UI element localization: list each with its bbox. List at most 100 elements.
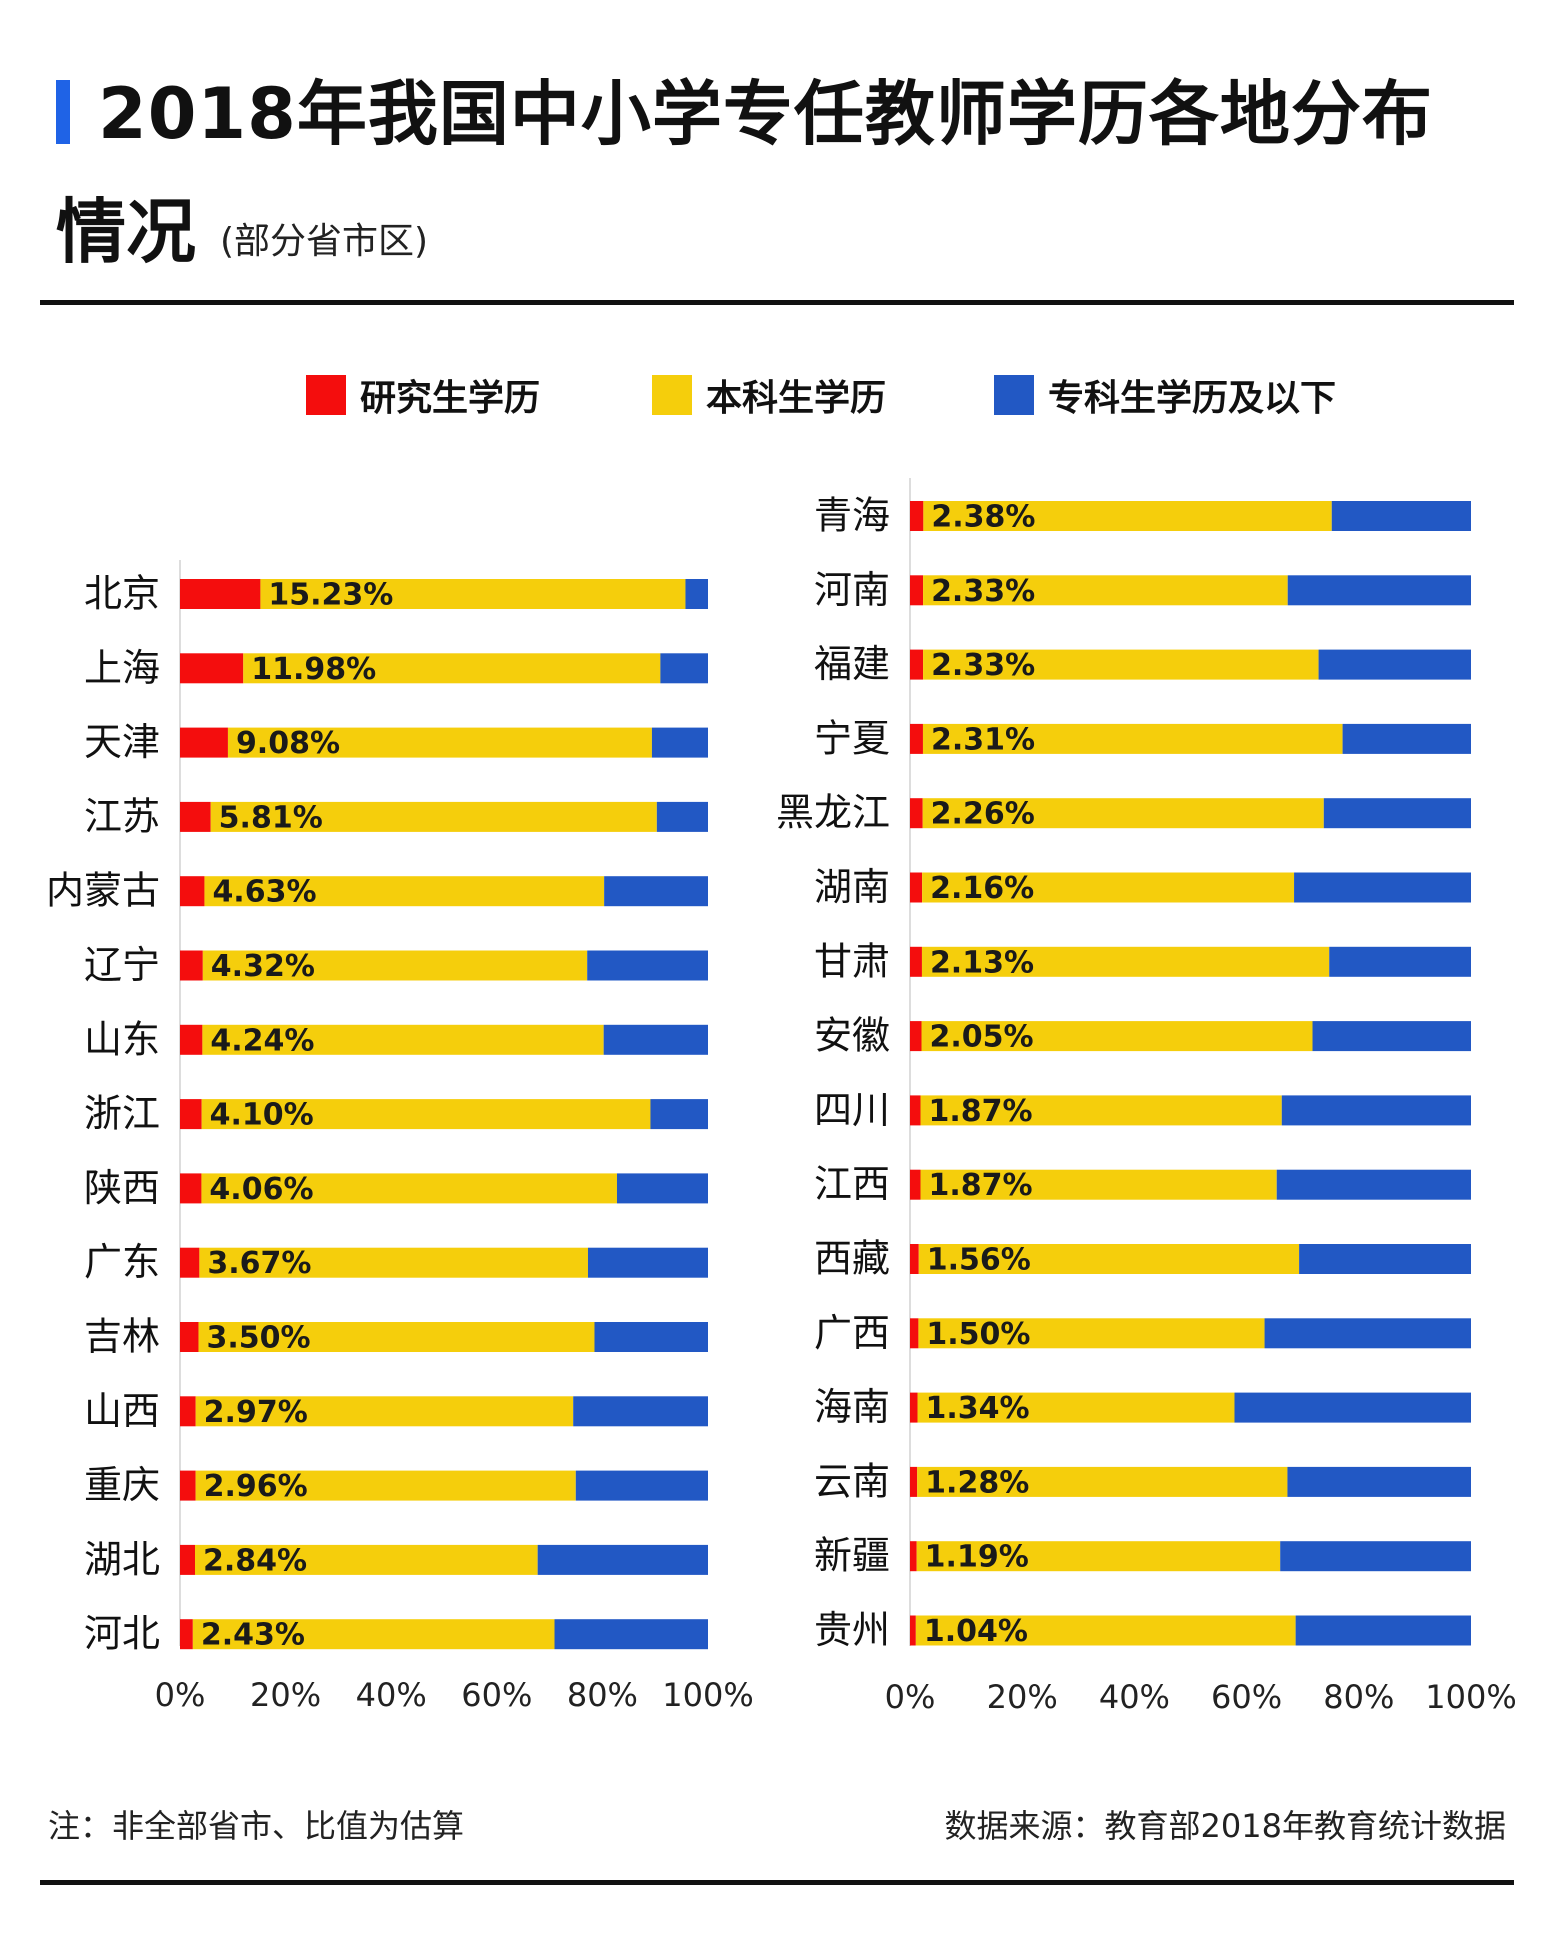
x-tick-label: 100%: [1425, 1678, 1516, 1716]
bar-segment-graduate: [910, 501, 924, 531]
bar-segment-bachelor: [199, 1247, 588, 1278]
bar-segment-graduate: [910, 798, 923, 829]
category-label: 上海: [84, 646, 160, 690]
bar-segment-graduate: [910, 1615, 916, 1646]
category-label: 福建: [814, 642, 890, 686]
bar-segment-graduate: [180, 1396, 196, 1427]
x-tick-label: 100%: [662, 1676, 753, 1714]
bar-segment-college: [587, 950, 708, 981]
x-tick-label: 40%: [356, 1676, 427, 1714]
legend-item-graduate: 研究生学历: [306, 370, 540, 420]
footnote-source: 数据来源：教育部2018年教育统计数据: [944, 1807, 1506, 1845]
data-label: 15.23%: [268, 578, 393, 613]
bar-segment-graduate: [910, 1021, 922, 1052]
bar-segment-college: [537, 1544, 708, 1575]
category-label: 甘肃: [814, 939, 890, 983]
bar-segment-bachelor: [917, 1466, 1288, 1497]
data-label: 9.08%: [236, 726, 340, 761]
bar-segment-college: [587, 1247, 708, 1278]
legend-label-college: 专科生学历及以下: [1048, 378, 1337, 419]
data-label: 1.34%: [926, 1391, 1030, 1426]
bar-segment-bachelor: [227, 727, 652, 758]
bar-segment-graduate: [180, 579, 261, 609]
category-label: 河北: [84, 1612, 160, 1656]
bar-segment-bachelor: [192, 1619, 555, 1650]
bar-segment-college: [685, 579, 708, 609]
legend-item-bachelor: 本科生学历: [652, 370, 886, 420]
bar-segment-graduate: [910, 1466, 918, 1497]
bar-segment-graduate: [180, 1619, 193, 1650]
category-label: 海南: [814, 1385, 890, 1429]
data-label: 2.16%: [930, 871, 1034, 906]
legend-label-graduate: 研究生学历: [360, 378, 541, 419]
data-label: 4.24%: [210, 1023, 314, 1058]
bar-segment-college: [1299, 1244, 1471, 1274]
bar-segment-college: [660, 653, 708, 684]
data-label: 1.04%: [924, 1614, 1028, 1649]
data-label: 1.87%: [928, 1168, 1032, 1203]
legend: 研究生学历 本科生学历 专科生学历及以下: [0, 370, 1554, 420]
data-label: 2.43%: [201, 1618, 305, 1653]
bar-segment-bachelor: [923, 649, 1319, 680]
data-label: 4.32%: [211, 949, 315, 984]
category-label: 湖南: [814, 865, 890, 909]
data-label: 1.87%: [928, 1094, 1032, 1129]
category-label: 浙江: [84, 1092, 160, 1136]
bar-segment-bachelor: [923, 575, 1288, 606]
bar-segment-college: [554, 1619, 708, 1650]
bar-segment-graduate: [180, 727, 228, 758]
data-label: 3.50%: [206, 1321, 310, 1356]
bar-segment-graduate: [180, 1247, 200, 1278]
legend-swatch-graduate: [306, 375, 346, 415]
bar-segment-graduate: [180, 1470, 196, 1501]
bar-segment-graduate: [910, 1392, 918, 1423]
category-label: 青海: [814, 494, 890, 538]
x-tick-label: 40%: [1099, 1678, 1170, 1716]
category-label: 广西: [814, 1311, 890, 1355]
bar-segment-graduate: [910, 1318, 919, 1349]
x-tick-label: 20%: [250, 1676, 321, 1714]
category-label: 吉林: [84, 1315, 160, 1359]
bar-segment-bachelor: [918, 1244, 1300, 1274]
x-tick-label: 0%: [885, 1678, 936, 1716]
bar-segment-graduate: [910, 1244, 919, 1274]
data-label: 3.67%: [207, 1246, 311, 1281]
bar-segment-college: [1281, 1095, 1471, 1126]
bar-segment-graduate: [910, 946, 922, 977]
x-tick-label: 80%: [567, 1676, 638, 1714]
x-tick-label: 0%: [155, 1676, 206, 1714]
bar-segment-graduate: [910, 1541, 917, 1572]
category-label: 陕西: [84, 1166, 160, 1210]
bar-segment-college: [616, 1173, 708, 1204]
bar-segment-bachelor: [260, 579, 686, 609]
bar-segment-bachelor: [204, 876, 605, 907]
data-label: 1.50%: [926, 1317, 1030, 1352]
bar-segment-college: [573, 1396, 708, 1427]
x-tick-label: 60%: [461, 1676, 532, 1714]
data-label: 2.96%: [204, 1469, 308, 1504]
bar-segment-college: [575, 1470, 708, 1501]
category-label: 江西: [814, 1162, 890, 1206]
bar-segment-college: [594, 1322, 708, 1352]
bar-segment-graduate: [910, 575, 924, 606]
category-label: 重庆: [84, 1463, 160, 1507]
bar-segment-graduate: [910, 723, 923, 754]
bar-segment-college: [1276, 1169, 1471, 1200]
category-label: 北京: [84, 572, 160, 616]
chart-panel-2: 青海 2.38% 河南 2.33% 福建 2.33% 宁夏 2.31% 黑龙江 2.26% 湖南 2.…: [776, 478, 1517, 1716]
bar-segment-graduate: [910, 1169, 921, 1200]
bar-segment-bachelor: [922, 723, 1343, 754]
bar-segment-bachelor: [201, 1099, 651, 1130]
bar-segment-bachelor: [922, 872, 1295, 903]
bar-segment-college: [604, 876, 708, 907]
top-divider: [40, 300, 1514, 305]
bar-segment-college: [1331, 501, 1471, 531]
data-label: 1.19%: [925, 1540, 1029, 1575]
bar-segment-college: [1342, 723, 1471, 754]
bar-segment-college: [1323, 798, 1471, 829]
bar-segment-bachelor: [921, 1021, 1313, 1052]
category-label: 四川: [814, 1088, 890, 1132]
bar-segment-college: [1280, 1541, 1471, 1572]
bar-segment-graduate: [180, 1544, 195, 1575]
bar-segment-bachelor: [918, 1318, 1265, 1349]
